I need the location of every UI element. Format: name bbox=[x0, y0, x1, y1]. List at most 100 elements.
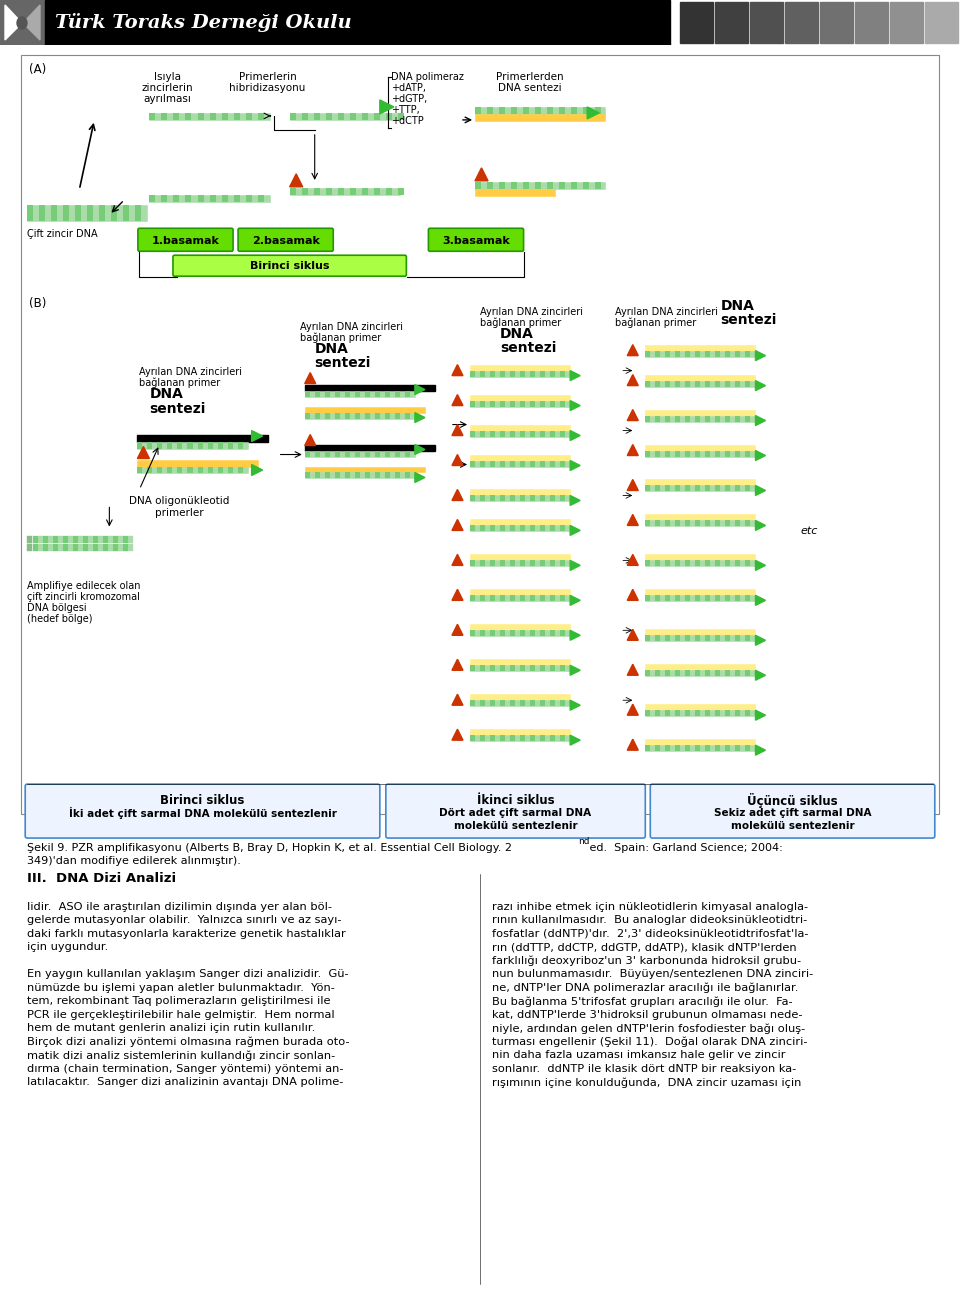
Bar bbox=[304, 451, 415, 457]
Bar bbox=[675, 521, 681, 527]
Bar bbox=[487, 107, 493, 114]
Bar bbox=[645, 710, 650, 716]
Text: bağlanan primer: bağlanan primer bbox=[139, 377, 221, 387]
Bar bbox=[520, 496, 525, 501]
Text: etc: etc bbox=[801, 527, 818, 536]
Bar bbox=[470, 596, 570, 601]
Bar bbox=[715, 416, 720, 422]
Bar bbox=[470, 561, 570, 566]
Bar bbox=[290, 188, 400, 194]
Bar bbox=[560, 701, 565, 706]
Bar bbox=[656, 636, 660, 641]
Bar bbox=[304, 473, 415, 478]
Bar bbox=[405, 473, 410, 478]
Bar bbox=[675, 416, 681, 422]
Bar bbox=[547, 181, 553, 189]
Bar bbox=[27, 205, 148, 212]
Bar bbox=[324, 391, 329, 396]
Bar bbox=[304, 473, 310, 478]
Bar bbox=[257, 194, 264, 202]
Bar bbox=[520, 370, 525, 377]
Text: sentezi: sentezi bbox=[500, 341, 557, 355]
Bar bbox=[645, 479, 756, 486]
Text: İki adet çift sarmal DNA molekülü sentezlenir: İki adet çift sarmal DNA molekülü sentez… bbox=[68, 807, 336, 820]
Bar bbox=[148, 442, 153, 448]
Bar bbox=[345, 473, 349, 478]
Bar bbox=[510, 596, 516, 601]
Bar bbox=[715, 486, 720, 492]
Bar bbox=[304, 407, 425, 413]
Bar bbox=[27, 544, 33, 552]
Bar bbox=[695, 486, 701, 492]
Bar bbox=[510, 400, 516, 407]
Bar bbox=[685, 636, 690, 641]
Polygon shape bbox=[452, 395, 463, 405]
Bar bbox=[695, 561, 701, 566]
Bar bbox=[695, 745, 701, 751]
Bar bbox=[746, 451, 751, 457]
Polygon shape bbox=[415, 473, 425, 483]
Bar bbox=[490, 526, 495, 531]
Bar bbox=[470, 370, 475, 377]
Bar bbox=[135, 205, 141, 212]
Bar bbox=[746, 381, 751, 387]
Bar bbox=[137, 442, 142, 448]
Bar bbox=[314, 188, 320, 194]
Bar bbox=[161, 194, 167, 202]
Bar bbox=[642, 625, 787, 670]
Bar bbox=[290, 113, 400, 120]
Bar bbox=[890, 3, 923, 43]
Bar bbox=[706, 745, 710, 751]
Bar bbox=[345, 451, 349, 457]
Bar bbox=[355, 413, 360, 418]
Bar bbox=[645, 381, 650, 387]
Bar bbox=[550, 701, 555, 706]
Bar bbox=[228, 442, 232, 448]
Bar bbox=[470, 395, 570, 400]
Text: İkinci siklus: İkinci siklus bbox=[477, 794, 554, 807]
Bar bbox=[470, 659, 570, 666]
Bar bbox=[560, 596, 565, 601]
Text: En yaygın kullanılan yaklaşım Sanger dizi analizidir.  Gü-: En yaygın kullanılan yaklaşım Sanger diz… bbox=[27, 970, 348, 979]
Polygon shape bbox=[627, 739, 638, 750]
Bar bbox=[470, 736, 475, 741]
Bar bbox=[335, 451, 340, 457]
Bar bbox=[500, 461, 505, 466]
Bar bbox=[315, 451, 320, 457]
Text: ne, dNTP'ler DNA polimerazlar aracılığı ile bağlanırlar.: ne, dNTP'ler DNA polimerazlar aracılığı … bbox=[492, 983, 799, 993]
Bar bbox=[540, 400, 545, 407]
Bar bbox=[470, 631, 475, 636]
Bar bbox=[490, 461, 495, 466]
Bar bbox=[233, 113, 240, 120]
Bar bbox=[500, 561, 505, 566]
Bar bbox=[583, 107, 589, 114]
Polygon shape bbox=[137, 447, 150, 458]
Bar bbox=[499, 107, 505, 114]
Bar bbox=[374, 391, 380, 396]
Bar bbox=[645, 351, 650, 356]
Bar bbox=[715, 710, 720, 716]
Bar bbox=[645, 409, 756, 416]
Bar bbox=[301, 113, 308, 120]
Polygon shape bbox=[452, 554, 463, 566]
Polygon shape bbox=[756, 636, 765, 645]
Text: sentezi: sentezi bbox=[315, 356, 372, 369]
Bar bbox=[715, 561, 720, 566]
Bar bbox=[470, 561, 475, 566]
Bar bbox=[550, 561, 555, 566]
Bar bbox=[198, 442, 203, 448]
Text: dırma (chain termination, Sanger yöntemi) yöntemi an-: dırma (chain termination, Sanger yöntemi… bbox=[27, 1063, 344, 1074]
Bar bbox=[237, 466, 243, 474]
Bar bbox=[540, 701, 545, 706]
Bar bbox=[706, 451, 710, 457]
Bar bbox=[218, 466, 223, 474]
Text: nd: nd bbox=[578, 837, 589, 846]
Bar bbox=[325, 188, 332, 194]
Bar bbox=[480, 701, 485, 706]
Bar bbox=[735, 671, 740, 676]
Bar bbox=[706, 710, 710, 716]
Bar bbox=[374, 451, 380, 457]
Bar bbox=[726, 416, 731, 422]
Bar bbox=[645, 451, 650, 457]
Bar bbox=[386, 188, 392, 194]
